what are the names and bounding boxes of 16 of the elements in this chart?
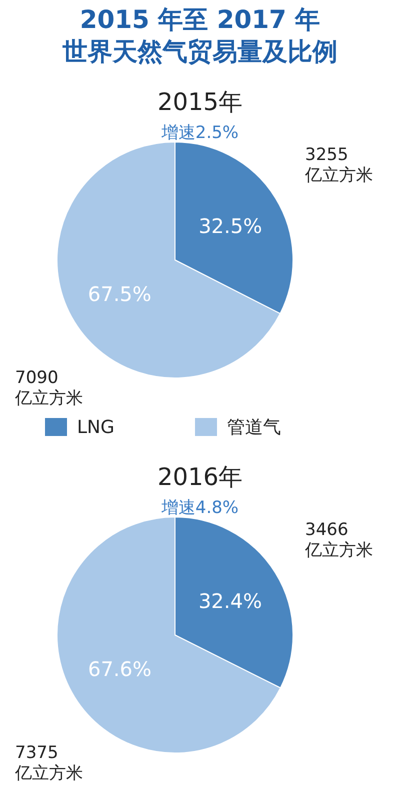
text: 3255 亿立方米 (304, 145, 373, 186)
text: 7090 亿立方米 (14, 368, 83, 408)
text: 2016年 (157, 463, 243, 491)
data-label: 67.5% (88, 282, 152, 306)
chart-title: 2015 年至 2017 年 (80, 5, 320, 34)
text: 2015年 (157, 88, 243, 116)
chart-subtitle: 世界天然气贸易量及比例 (62, 37, 338, 66)
legend-label: LNG (77, 417, 114, 438)
legend-label: 管道气 (227, 417, 281, 438)
data-label: 32.4% (198, 588, 262, 613)
text: 增速4.8% (160, 498, 239, 518)
text: 3466 亿立方米 (304, 520, 373, 560)
data-label: 67.6% (88, 657, 152, 682)
data-label: 32.5% (198, 214, 262, 238)
text: 增速2.5% (160, 123, 239, 143)
text: 7375 亿立方米 (14, 743, 83, 784)
